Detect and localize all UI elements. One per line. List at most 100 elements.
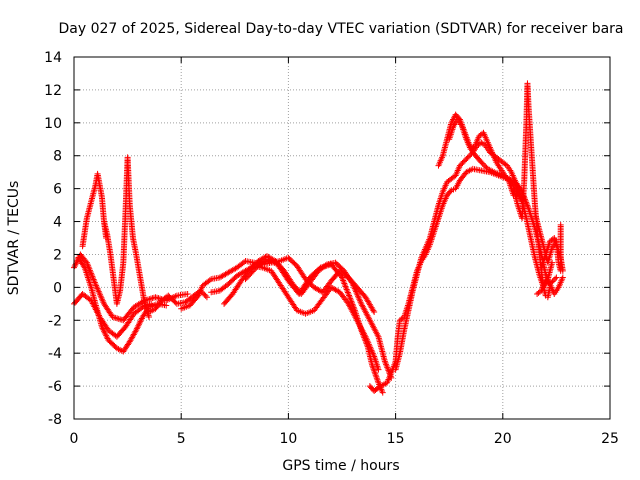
data-point-track-r <box>559 274 566 281</box>
data-point-track-q <box>559 267 566 274</box>
data-point-track-i <box>383 361 390 368</box>
data-point-track-j <box>349 301 356 308</box>
data-point-track-c <box>99 325 106 332</box>
data-point-track-j <box>361 334 368 341</box>
data-point-track-i <box>382 359 389 366</box>
data-point-track-k <box>552 275 559 282</box>
data-point-track-f <box>202 292 209 299</box>
data-point-track-l <box>478 159 485 166</box>
y-tick-label: 14 <box>44 50 62 66</box>
data-point-track-f <box>200 290 207 297</box>
x-tick-label: 0 <box>70 431 79 447</box>
y-tick-label: 4 <box>53 215 62 231</box>
data-point-track-j <box>358 328 365 335</box>
data-point-track-c <box>134 324 141 331</box>
data-point-track-c <box>138 316 145 323</box>
data-point-track-c <box>80 263 87 270</box>
data-point-track-j <box>360 333 367 340</box>
data-point-track-b <box>138 305 145 312</box>
y-tick-label: -8 <box>48 412 62 428</box>
data-point-track-j <box>379 389 386 396</box>
data-point-track-j <box>344 289 351 296</box>
data-point-track-l <box>463 156 470 163</box>
data-point-track-k <box>553 274 560 281</box>
data-point-track-g <box>206 277 213 284</box>
x-tick-label: 10 <box>279 431 297 447</box>
data-point-track-j <box>339 274 345 281</box>
data-point-track-l <box>464 154 471 161</box>
y-tick-label: 8 <box>53 149 62 165</box>
data-point-track-a <box>184 290 191 297</box>
data-point-track-c <box>163 302 170 309</box>
data-point-track-i <box>381 358 388 365</box>
data-point-track-l <box>516 194 523 201</box>
data-point-track-m <box>481 141 488 148</box>
data-point-track-l <box>482 163 489 170</box>
data-point-track-j <box>340 278 347 285</box>
data-point-track-j <box>344 287 351 294</box>
data-point-track-j <box>348 299 355 306</box>
data-point-track-j <box>361 336 368 343</box>
data-point-track-j <box>343 284 350 291</box>
data-point-track-c <box>102 331 109 338</box>
data-point-track-l <box>465 153 472 160</box>
data-point-track-i <box>383 362 390 369</box>
data-point-track-l <box>460 158 467 165</box>
data-point-track-j <box>346 293 353 300</box>
data-point-track-j <box>347 295 354 302</box>
data-point-track-c <box>103 334 110 341</box>
data-point-track-f <box>201 291 208 298</box>
data-point-track-j <box>341 281 348 288</box>
y-tick-label: -4 <box>48 346 62 362</box>
data-point-track-k <box>447 188 454 195</box>
data-point-track-j <box>363 340 370 347</box>
data-point-track-a <box>71 263 78 270</box>
data-point-track-j <box>351 305 358 312</box>
data-point-track-i <box>385 367 392 374</box>
data-point-track-m <box>502 161 509 168</box>
y-tick-label: 2 <box>53 247 62 263</box>
x-tick-label: 15 <box>387 431 405 447</box>
data-point-track-c <box>137 318 144 325</box>
y-tick-label: 10 <box>44 116 62 132</box>
x-tick-label: 25 <box>601 431 619 447</box>
data-point-track-c <box>136 319 143 326</box>
y-tick-label: -2 <box>48 313 62 329</box>
data-point-track-g <box>370 307 377 314</box>
data-point-track-j <box>350 302 357 309</box>
data-point-track-j <box>362 337 369 344</box>
data-point-track-j <box>358 327 365 334</box>
data-point-track-c <box>136 321 143 328</box>
data-point-track-g <box>318 288 325 295</box>
data-point-track-j <box>347 296 354 303</box>
data-point-track-k <box>523 199 530 206</box>
data-point-track-c <box>98 323 105 330</box>
data-point-track-i <box>384 364 391 371</box>
y-axis-label: SDTVAR / TECUs <box>6 181 22 296</box>
data-point-track-j <box>359 330 366 337</box>
data-point-track-j <box>342 283 349 290</box>
data-point-track-j <box>343 286 350 293</box>
x-tick-label: 5 <box>177 431 186 447</box>
data-point-track-i <box>374 332 381 339</box>
data-point-track-j <box>339 275 346 282</box>
data-point-track-l <box>458 161 465 168</box>
data-point-track-l <box>516 192 523 199</box>
data-point-track-g <box>371 309 378 316</box>
y-tick-label: 0 <box>53 280 62 296</box>
plot-frame <box>73 56 611 420</box>
data-point-track-l <box>479 160 486 167</box>
y-tick-label: 12 <box>44 83 62 99</box>
data-point-track-f <box>203 294 210 301</box>
y-tick-label: -6 <box>48 379 62 395</box>
data-point-track-c <box>101 329 108 336</box>
data-point-track-c <box>133 325 140 332</box>
data-point-track-c <box>133 327 140 334</box>
data-point-track-j <box>348 298 355 305</box>
data-point-track-j <box>360 331 367 338</box>
data-point-track-j <box>350 304 357 311</box>
data-point-track-c <box>103 332 110 339</box>
data-point-track-j <box>345 290 352 297</box>
x-axis-label: GPS time / hours <box>282 458 399 474</box>
data-point-track-c <box>100 326 107 333</box>
